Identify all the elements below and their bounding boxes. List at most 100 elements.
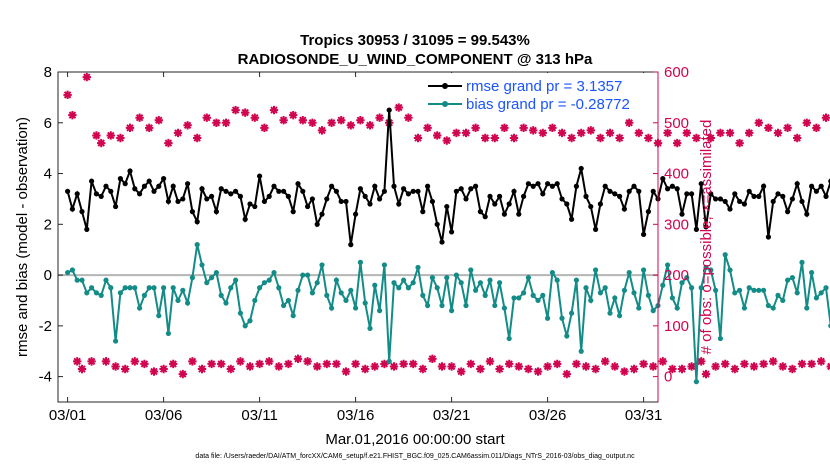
rmse-point bbox=[444, 203, 450, 210]
bias-point bbox=[794, 290, 800, 296]
rmse-point bbox=[717, 196, 724, 202]
rmse-point bbox=[93, 191, 99, 197]
bias-point bbox=[93, 290, 99, 296]
rmse-point bbox=[309, 196, 315, 202]
obs-count-point bbox=[629, 364, 639, 374]
obs-count-point bbox=[332, 359, 341, 369]
bias-point bbox=[266, 277, 272, 283]
bias-point bbox=[449, 308, 455, 314]
bias-point bbox=[194, 242, 200, 248]
rmse-point bbox=[79, 209, 85, 215]
rmse-point bbox=[487, 193, 493, 199]
legend-bias-marker bbox=[442, 101, 448, 107]
rmse-point bbox=[372, 183, 378, 189]
bias-point bbox=[554, 277, 560, 283]
obs-count-point bbox=[73, 357, 82, 366]
bias-point bbox=[357, 259, 363, 265]
obs-count-point bbox=[236, 357, 245, 366]
rmse-point bbox=[449, 229, 455, 235]
obs-count-point bbox=[274, 362, 283, 371]
rmse-point bbox=[679, 211, 685, 217]
bias-point bbox=[223, 300, 229, 306]
obs-count-point bbox=[394, 103, 403, 112]
obs-count-point bbox=[461, 128, 471, 138]
rmse-point bbox=[564, 201, 570, 207]
rmse-point bbox=[319, 211, 325, 217]
rmse-point bbox=[468, 186, 474, 192]
obs-count-point bbox=[797, 359, 807, 369]
bias-point bbox=[113, 338, 119, 344]
bias-point bbox=[535, 297, 541, 304]
bias-point bbox=[492, 302, 498, 309]
rmse-point bbox=[141, 183, 147, 189]
obs-count-point bbox=[557, 128, 567, 138]
obs-count-point bbox=[289, 110, 298, 120]
bias-point bbox=[420, 292, 426, 298]
x-tick-label: 03/21 bbox=[433, 407, 471, 424]
obs-count-point bbox=[399, 359, 408, 369]
bias-point bbox=[247, 318, 253, 324]
rmse-point bbox=[511, 188, 517, 194]
obs-count-point bbox=[298, 116, 307, 125]
obs-count-point bbox=[121, 364, 130, 374]
rmse-point bbox=[607, 188, 613, 194]
bias-point bbox=[132, 285, 138, 291]
rmse-point bbox=[271, 183, 277, 189]
rmse-point bbox=[521, 193, 527, 199]
legend-bias-label: bias grand pr = -0.28772 bbox=[466, 96, 630, 113]
obs-count-point bbox=[596, 133, 605, 143]
bias-point bbox=[405, 285, 411, 291]
rmse-point bbox=[261, 198, 267, 205]
bias-point bbox=[237, 310, 243, 316]
bias-point bbox=[607, 310, 613, 316]
obs-count-point bbox=[269, 105, 279, 115]
bias-point bbox=[429, 275, 435, 281]
obs-count-point bbox=[812, 123, 821, 133]
rmse-point bbox=[516, 211, 522, 217]
rmse-point bbox=[122, 181, 128, 187]
obs-count-point bbox=[169, 359, 178, 369]
obs-count-point bbox=[231, 105, 240, 115]
rmse-point bbox=[377, 196, 383, 202]
bias-point bbox=[309, 290, 315, 296]
bias-point bbox=[324, 292, 330, 298]
rmse-point bbox=[612, 191, 618, 197]
rmse-point bbox=[305, 203, 311, 210]
rmse-point bbox=[641, 231, 647, 238]
rmse-point bbox=[117, 176, 123, 182]
bias-point bbox=[161, 285, 167, 291]
bias-point bbox=[468, 267, 474, 273]
bias-point bbox=[141, 292, 147, 298]
bias-point bbox=[564, 333, 570, 339]
bias-point bbox=[583, 285, 589, 291]
rmse-point bbox=[559, 196, 565, 202]
obs-count-point bbox=[538, 128, 547, 138]
rmse-point bbox=[281, 188, 287, 194]
obs-count-point bbox=[346, 121, 355, 130]
rmse-point bbox=[410, 188, 416, 194]
obs-count-point bbox=[639, 359, 648, 369]
bias-point bbox=[621, 287, 628, 293]
bias-point bbox=[751, 287, 757, 293]
rmse-point bbox=[362, 193, 368, 199]
rmse-point bbox=[621, 206, 628, 212]
rmse-point bbox=[525, 181, 532, 187]
y-tick-label-right: 500 bbox=[664, 115, 689, 132]
bias-point bbox=[381, 262, 387, 268]
obs-count-point bbox=[452, 128, 461, 138]
obs-count-point bbox=[745, 128, 754, 138]
bias-point bbox=[549, 269, 556, 276]
obs-count-point bbox=[361, 364, 370, 374]
obs-count-point bbox=[778, 362, 787, 371]
bias-point bbox=[708, 267, 714, 273]
rmse-point bbox=[463, 196, 469, 202]
bias-point bbox=[233, 277, 239, 283]
obs-count-point bbox=[226, 364, 235, 374]
bias-point bbox=[218, 292, 224, 298]
rmse-point bbox=[751, 193, 757, 199]
bias-point bbox=[285, 297, 291, 304]
bias-point bbox=[636, 305, 642, 311]
rmse-point bbox=[765, 234, 772, 240]
rmse-point bbox=[434, 221, 440, 227]
obs-count-point bbox=[701, 369, 711, 379]
